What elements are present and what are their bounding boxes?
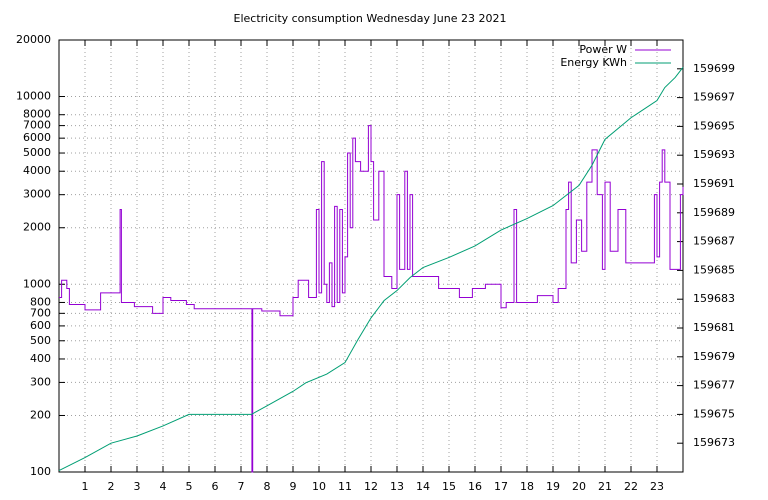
x-tick-label: 18 [520,480,534,493]
x-tick-label: 12 [364,480,378,493]
x-tick-label: 13 [390,480,404,493]
x-tick-label: 15 [442,480,456,493]
y2-tick-label: 159683 [693,292,735,305]
y2-tick-label: 159693 [693,148,735,161]
y-tick-label: 8000 [23,108,51,121]
y2-tick-label: 159691 [693,177,735,190]
x-tick-label: 7 [238,480,245,493]
y2-tick-label: 159685 [693,263,735,276]
y2-tick-label: 159695 [693,119,735,132]
x-tick-label: 1 [82,480,89,493]
plot-frame [58,39,684,473]
y-tick-label: 100 [30,465,51,478]
y2-tick-label: 159677 [693,379,735,392]
x-tick-label: 9 [290,480,297,493]
y2-tick-label: 159673 [693,436,735,449]
y-tick-label: 5000 [23,146,51,159]
y-tick-label: 700 [30,306,51,319]
y-tick-label: 2000 [23,221,51,234]
y-tick-label: 600 [30,319,51,332]
y-tick-label: 6000 [23,131,51,144]
y-tick-label: 1000 [23,277,51,290]
y2-tick-label: 159681 [693,321,735,334]
y2-tick-label: 159675 [693,407,735,420]
y-tick-label: 20000 [16,33,51,46]
series-line [58,67,684,472]
y2-tick-label: 159679 [693,350,735,363]
x-tick-label: 11 [338,480,352,493]
legend-label: Energy KWh [560,56,627,69]
x-tick-label: 19 [546,480,560,493]
x-tick-label: 6 [212,480,219,493]
y-tick-label: 400 [30,352,51,365]
x-tick-label: 10 [312,480,326,493]
x-tick-label: 22 [624,480,638,493]
chart-title: Electricity consumption Wednesday June 2… [234,12,507,25]
y-tick-label: 4000 [23,164,51,177]
y-tick-label: 500 [30,334,51,347]
y-tick-label: 10000 [16,90,51,103]
legend-label: Power W [579,43,627,56]
x-tick-label: 21 [598,480,612,493]
y2-tick-label: 159697 [693,91,735,104]
y-tick-label: 800 [30,295,51,308]
y2-tick-label: 159687 [693,235,735,248]
x-tick-label: 4 [160,480,167,493]
y2-tick-label: 159689 [693,206,735,219]
y2-tick-label: 159699 [693,62,735,75]
x-tick-label: 3 [134,480,141,493]
y-tick-label: 300 [30,375,51,388]
y-tick-label: 3000 [23,188,51,201]
x-tick-label: 17 [494,480,508,493]
x-tick-label: 5 [186,480,193,493]
y-tick-label: 200 [30,408,51,421]
x-tick-label: 8 [264,480,271,493]
x-tick-label: 2 [108,480,115,493]
series-line [59,125,684,473]
y-tick-label: 7000 [23,119,51,132]
x-tick-label: 20 [572,480,586,493]
x-tick-label: 14 [416,480,430,493]
x-tick-label: 23 [650,480,664,493]
x-tick-label: 16 [468,480,482,493]
